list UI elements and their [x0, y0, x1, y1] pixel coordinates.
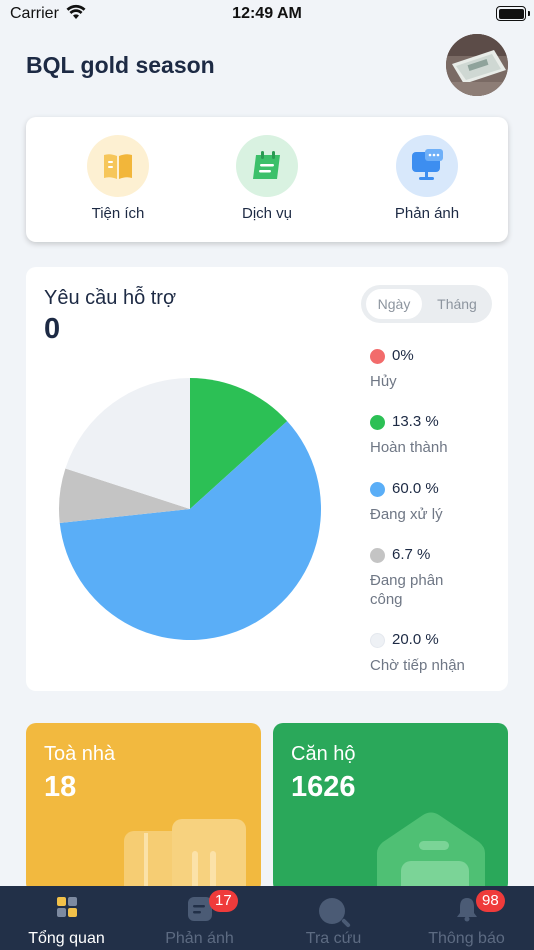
- support-count: 0: [44, 313, 61, 345]
- notification-badge: 98: [476, 890, 505, 912]
- legend-label: Đang xử lý: [370, 506, 443, 523]
- quick-action-label: Phản ánh: [394, 205, 460, 222]
- feedback-monitor-icon: [396, 135, 458, 197]
- status-bar: Carrier 12:49 AM: [0, 0, 534, 30]
- dashboard-icon: [56, 897, 77, 917]
- legend-dot: [370, 415, 385, 430]
- pie-slice-hoàn-thành: [190, 378, 288, 509]
- apartment-stat-card[interactable]: Căn hộ 1626: [273, 723, 508, 893]
- tab-phan-anh[interactable]: 17 Phản ánh: [133, 886, 266, 950]
- legend-dot: [370, 349, 385, 364]
- quick-action-label: Dịch vụ: [241, 205, 293, 222]
- support-requests-card: Yêu cầu hỗ trợ 0 Ngày Tháng 0% Hủy 13.3 …: [26, 267, 508, 691]
- quick-action-tien-ich[interactable]: Tiện ích: [48, 135, 188, 222]
- legend-dot: [370, 482, 385, 497]
- legend-label: Hủy: [370, 373, 397, 390]
- tab-label: Phản ánh: [165, 930, 234, 947]
- wifi-icon: [66, 4, 86, 19]
- apartment-label: Căn hộ: [291, 743, 356, 765]
- pie-slice-chờ-tiếp-nhận: [65, 378, 190, 509]
- feedback-icon: [187, 897, 212, 921]
- legend-value: 6.7 %: [392, 546, 431, 563]
- quick-action-phan-anh[interactable]: Phản ánh: [357, 135, 497, 222]
- legend-label: Đang phân công: [370, 572, 444, 608]
- legend-value: 20.0 %: [392, 631, 439, 648]
- quick-actions-card: Tiện ích Dịch vụ Phản án: [26, 117, 508, 242]
- building-stat-card[interactable]: Toà nhà 18: [26, 723, 261, 893]
- legend-value: 0%: [392, 347, 414, 364]
- legend-label: Chờ tiếp nhận: [370, 657, 465, 674]
- legend-label: Hoàn thành: [370, 439, 448, 456]
- building-label: Toà nhà: [44, 743, 116, 765]
- tab-label: Tổng quan: [28, 930, 105, 947]
- feedback-badge: 17: [209, 890, 238, 912]
- tab-label: Thông báo: [428, 930, 505, 947]
- legend-dot: [370, 548, 385, 563]
- support-title: Yêu cầu hỗ trợ: [44, 287, 177, 309]
- battery-icon: [496, 6, 526, 21]
- pie-slice-đang-phân-công: [59, 468, 190, 523]
- tab-thong-bao[interactable]: 98 Thông báo: [400, 886, 533, 950]
- legend-value: 60.0 %: [392, 480, 439, 497]
- support-pie-chart: [59, 378, 322, 640]
- tab-tra-cuu[interactable]: Tra cứu: [267, 886, 400, 950]
- tab-bar: Tổng quan 17 Phản ánh Tra cứu 98 Thông b…: [0, 886, 534, 950]
- legend-value: 13.3 %: [392, 413, 439, 430]
- toggle-day[interactable]: Ngày: [366, 289, 422, 319]
- status-time: 12:49 AM: [232, 5, 302, 22]
- quick-action-label: Tiện ích: [91, 205, 145, 222]
- toggle-month[interactable]: Tháng: [437, 296, 477, 312]
- bell-icon: [456, 898, 477, 922]
- tab-label: Tra cứu: [305, 930, 362, 947]
- period-toggle: Ngày Tháng: [361, 285, 492, 323]
- pie-slice-đang-xử-lý: [59, 421, 322, 640]
- avatar[interactable]: [446, 34, 508, 96]
- search-icon: [318, 898, 350, 928]
- building-icon: [124, 819, 246, 893]
- building-value: 18: [44, 771, 77, 803]
- apartment-value: 1626: [291, 771, 356, 803]
- legend-dot: [370, 633, 385, 648]
- carrier-label: Carrier: [10, 5, 59, 22]
- avatar-photo-icon: [446, 34, 508, 96]
- calendar-icon: [236, 135, 298, 197]
- tab-tong-quan[interactable]: Tổng quan: [0, 886, 133, 950]
- page-title: BQL gold season: [26, 52, 215, 78]
- book-icon: [87, 135, 149, 197]
- quick-action-dich-vu[interactable]: Dịch vụ: [197, 135, 337, 222]
- house-icon: [377, 812, 485, 893]
